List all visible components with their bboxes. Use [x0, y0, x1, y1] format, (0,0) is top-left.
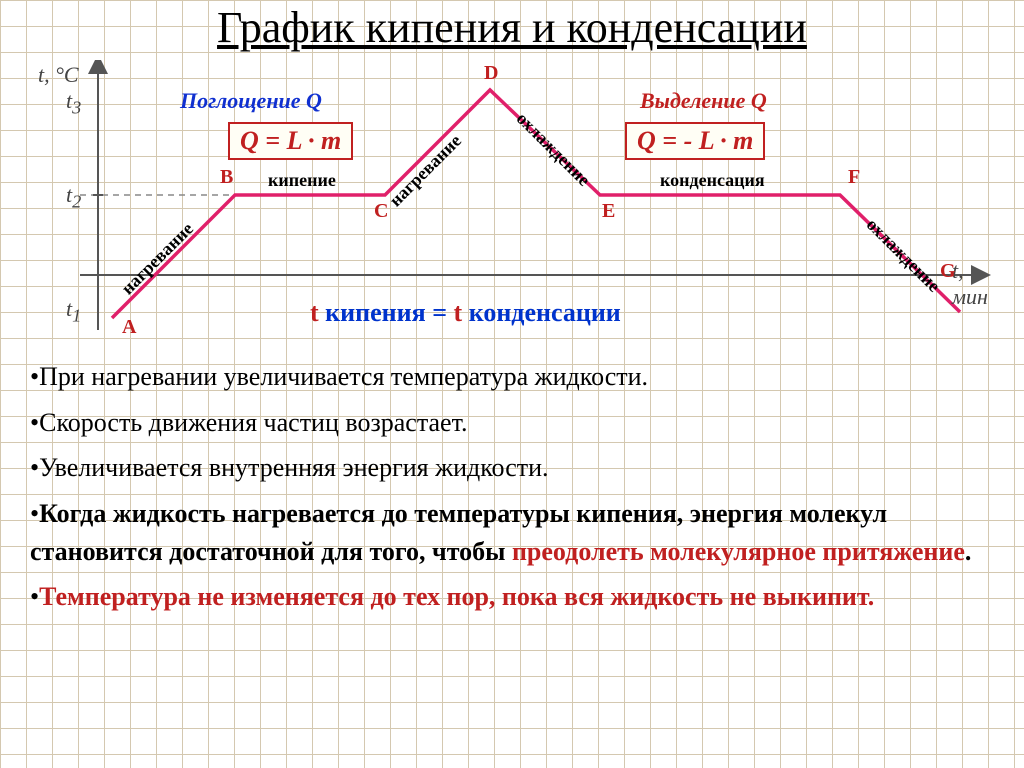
bullet-2: •Скорость движения частиц возрастает. [30, 404, 994, 442]
formula-left: Q = L · m [228, 122, 353, 160]
tick-t3: t3 [66, 88, 81, 118]
release-label: Выделение Q [640, 88, 767, 114]
point-F: F [848, 166, 860, 189]
point-D: D [484, 62, 498, 85]
y-axis-label: t, °C [38, 62, 79, 88]
chart-area: t, °C t, мин t1 t2 t3 Поглощение Q Выдел… [20, 60, 1000, 340]
point-C: C [374, 200, 388, 223]
bullet-1: •При нагревании увеличивается температур… [30, 358, 994, 396]
tick-t1: t1 [66, 296, 81, 326]
bullet-list: •При нагревании увеличивается температур… [30, 358, 994, 624]
page-title: График кипения и конденсации [217, 2, 807, 53]
absorb-label: Поглощение Q [180, 88, 322, 114]
point-B: B [220, 166, 233, 189]
bullet-3: •Увеличивается внутренняя энергия жидкос… [30, 449, 994, 487]
x-axis-label: t, мин [952, 258, 1000, 310]
bullet-4: •Когда жидкость нагревается до температу… [30, 495, 994, 570]
seg-cond: конденсация [660, 170, 765, 191]
tick-t2: t2 [66, 182, 81, 212]
formula-right: Q = - L · m [625, 122, 765, 160]
point-E: E [602, 200, 615, 223]
boiling-eq: t кипения = t конденсации [310, 298, 621, 328]
bullet-5: •Температура не изменяется до тех пор, п… [30, 578, 994, 616]
point-A: A [122, 316, 136, 339]
seg-boil: кипение [268, 170, 336, 191]
